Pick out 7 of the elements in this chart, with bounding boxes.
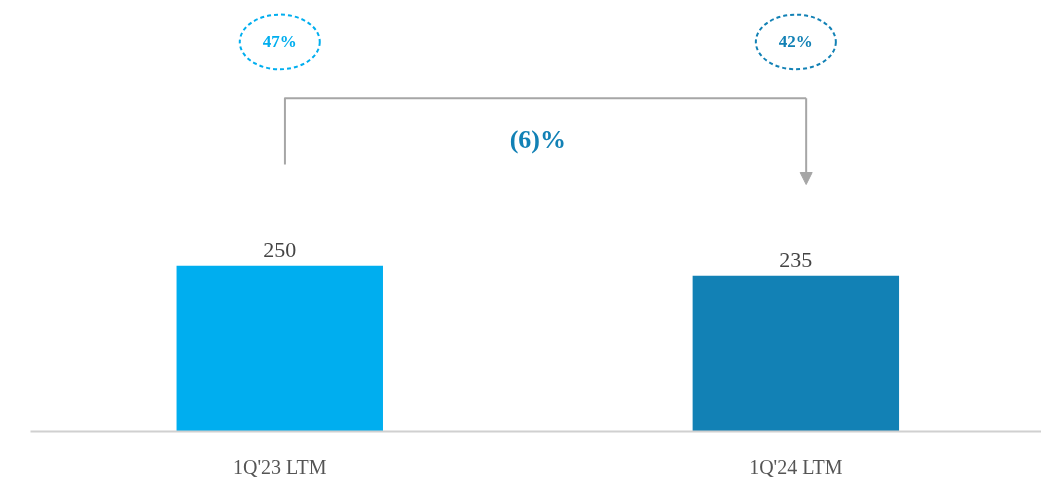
data-label: 250: [263, 237, 297, 263]
x-tick-label: 1Q'23 LTM: [233, 455, 327, 478]
text: (6)%: [509, 125, 566, 155]
text: 42%: [778, 32, 813, 52]
data-label: 235: [779, 247, 813, 273]
x-tick-label: 1Q'24 LTM: [749, 455, 843, 478]
text: 47%: [262, 32, 297, 52]
